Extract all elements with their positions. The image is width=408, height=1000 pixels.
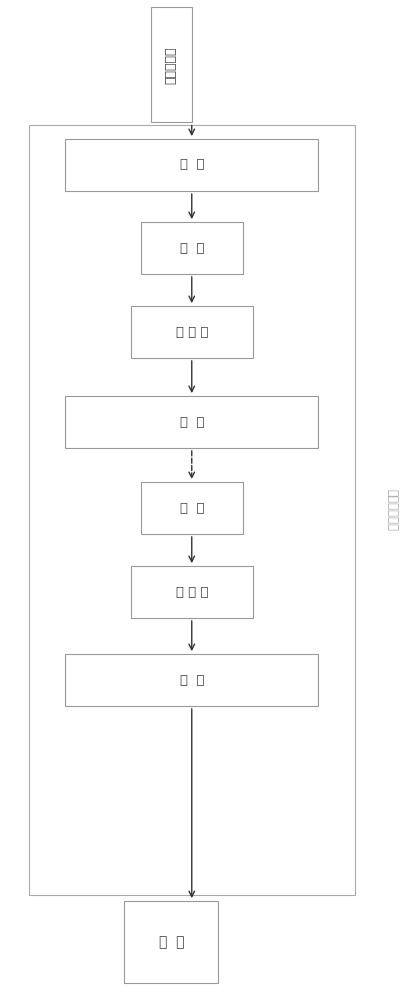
Text: 耦  合: 耦 合 (180, 158, 204, 172)
Bar (131, 306, 253, 358)
Bar (29, 125, 355, 895)
Bar (151, 7, 192, 122)
Text: 第 一 级: 第 一 级 (175, 585, 208, 598)
Bar (141, 482, 243, 534)
Bar (131, 566, 253, 618)
Bar (65, 139, 318, 191)
Bar (65, 396, 318, 448)
Bar (124, 901, 218, 983)
Text: 耦  合: 耦 合 (180, 416, 204, 428)
Bar (141, 222, 243, 274)
Text: 电  容: 电 容 (180, 241, 204, 254)
Text: 信号发生器: 信号发生器 (165, 46, 178, 84)
Text: 负  载: 负 载 (159, 935, 184, 949)
Text: 耦  合: 耦 合 (180, 674, 204, 686)
Text: 多级放大电路: 多级放大电路 (385, 489, 398, 531)
Bar (65, 654, 318, 706)
Text: 第 一 级: 第 一 级 (175, 326, 208, 338)
Text: 电  容: 电 容 (180, 502, 204, 514)
